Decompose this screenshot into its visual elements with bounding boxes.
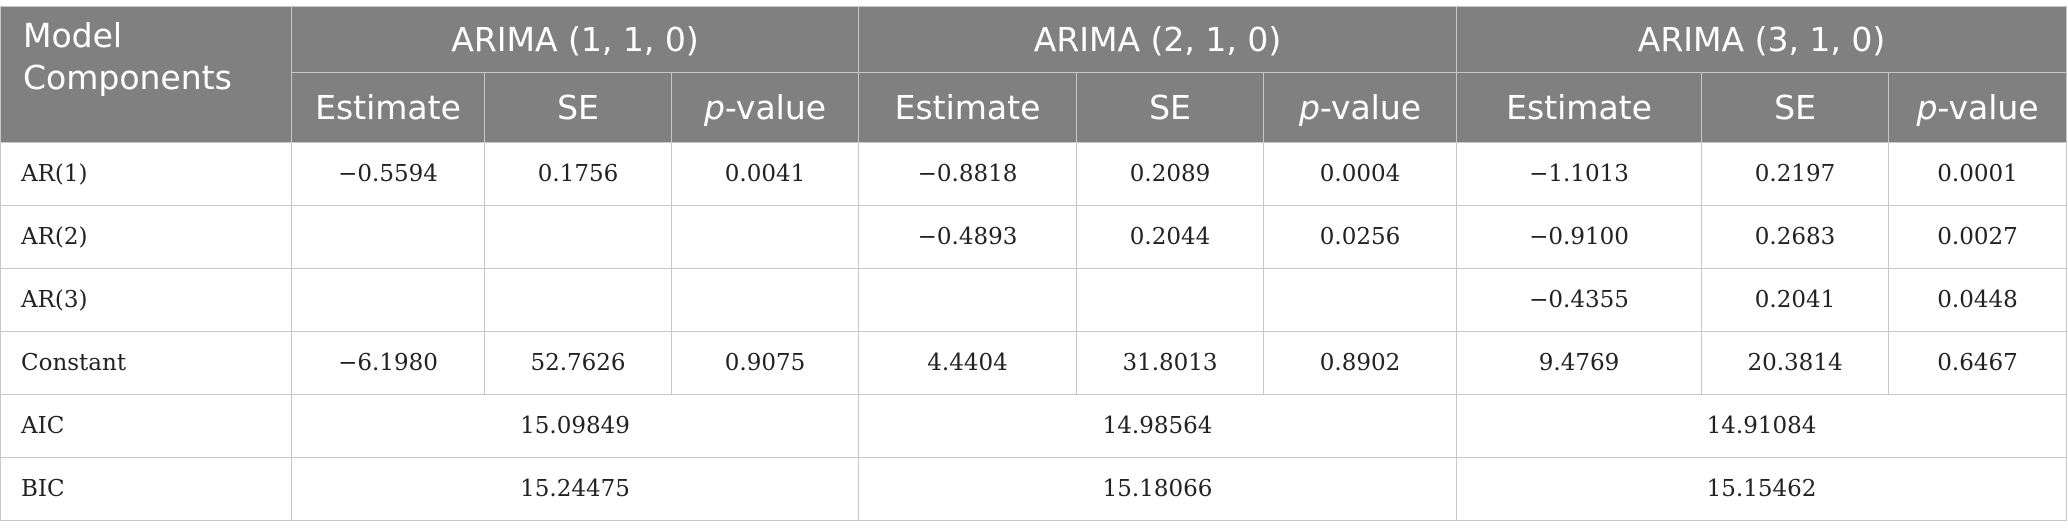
model-components-header: Model Components bbox=[0, 6, 292, 143]
table-cell: 0.1756 bbox=[484, 142, 672, 206]
aic-value-arima-110: 15.09849 bbox=[290, 394, 860, 458]
table-cell bbox=[670, 205, 860, 269]
table-cell bbox=[291, 268, 485, 332]
table-cell: 0.0004 bbox=[1263, 142, 1458, 206]
p-value-header: p-value bbox=[1263, 72, 1458, 143]
table-cell: 0.0256 bbox=[1263, 205, 1458, 269]
table-row-constant: Constant −6.1980 52.7626 0.9075 4.4404 3… bbox=[0, 331, 2068, 395]
table-cell bbox=[291, 205, 485, 269]
arima-310-header: ARIMA (3, 1, 0) bbox=[1456, 6, 2068, 73]
table-cell: 0.8902 bbox=[1263, 331, 1458, 395]
bic-value-arima-110: 15.24475 bbox=[290, 457, 860, 521]
table-row-ar3: AR(3) −0.4355 0.2041 0.0448 bbox=[0, 268, 2068, 332]
table-cell: 0.0041 bbox=[670, 142, 860, 206]
p-value-italic-p: p bbox=[1298, 88, 1320, 127]
table-cell: 4.4404 bbox=[858, 331, 1078, 395]
row-label: BIC bbox=[0, 457, 292, 521]
table-cell: 52.7626 bbox=[484, 331, 672, 395]
p-value-suffix: -value bbox=[1319, 88, 1422, 127]
bic-value-arima-210: 15.18066 bbox=[858, 457, 1458, 521]
table-cell: 0.9075 bbox=[670, 331, 860, 395]
table-cell bbox=[1263, 268, 1458, 332]
estimate-header: Estimate bbox=[858, 72, 1078, 143]
table-cell bbox=[858, 268, 1078, 332]
header-row-subcolumns: Estimate SE p-value Estimate SE p-value … bbox=[1, 72, 2068, 143]
row-label: Constant bbox=[0, 331, 292, 395]
estimate-header: Estimate bbox=[291, 72, 485, 143]
table-cell bbox=[1076, 268, 1265, 332]
table-cell: −0.4355 bbox=[1456, 268, 1703, 332]
table-cell: 9.4769 bbox=[1456, 331, 1703, 395]
table-cell bbox=[670, 268, 860, 332]
table-cell: −0.4893 bbox=[858, 205, 1078, 269]
p-value-italic-p: p bbox=[1916, 88, 1938, 127]
table-cell: 0.0001 bbox=[1888, 142, 2068, 206]
table-cell: 20.3814 bbox=[1701, 331, 1890, 395]
table-cell: −0.5594 bbox=[291, 142, 485, 206]
table-row-ar1: AR(1) −0.5594 0.1756 0.0041 −0.8818 0.20… bbox=[0, 142, 2068, 206]
aic-value-arima-310: 14.91084 bbox=[1456, 394, 2068, 458]
p-value-italic-p: p bbox=[703, 88, 725, 127]
estimate-header: Estimate bbox=[1456, 72, 1703, 143]
table-cell: 31.8013 bbox=[1076, 331, 1265, 395]
table-cell: 0.2089 bbox=[1076, 142, 1265, 206]
arima-results-table: Model Components ARIMA (1, 1, 0) ARIMA (… bbox=[0, 6, 2068, 521]
table-cell: −1.1013 bbox=[1456, 142, 1703, 206]
table-cell: 0.2683 bbox=[1701, 205, 1890, 269]
table-row-aic: AIC 15.09849 14.98564 14.91084 bbox=[0, 394, 2068, 458]
se-header: SE bbox=[1076, 72, 1265, 143]
table-cell: 0.0448 bbox=[1888, 268, 2068, 332]
table-cell: 0.6467 bbox=[1888, 331, 2068, 395]
table-cell: −0.8818 bbox=[858, 142, 1078, 206]
table-cell bbox=[484, 268, 672, 332]
table-cell: 0.0027 bbox=[1888, 205, 2068, 269]
p-value-header: p-value bbox=[1888, 72, 2068, 143]
table-row-ar2: AR(2) −0.4893 0.2044 0.0256 −0.9100 0.26… bbox=[0, 205, 2068, 269]
arima-210-header: ARIMA (2, 1, 0) bbox=[858, 6, 1458, 73]
arima-110-header: ARIMA (1, 1, 0) bbox=[290, 6, 860, 73]
p-value-header: p-value bbox=[670, 72, 860, 143]
bic-value-arima-310: 15.15462 bbox=[1456, 457, 2068, 521]
table-cell: −0.9100 bbox=[1456, 205, 1703, 269]
table-cell: 0.2197 bbox=[1701, 142, 1890, 206]
table-cell: 0.2041 bbox=[1701, 268, 1890, 332]
row-label: AR(3) bbox=[0, 268, 292, 332]
p-value-suffix: -value bbox=[724, 88, 827, 127]
table-cell: −6.1980 bbox=[291, 331, 485, 395]
aic-value-arima-210: 14.98564 bbox=[858, 394, 1458, 458]
table-cell bbox=[484, 205, 672, 269]
row-label: AR(1) bbox=[0, 142, 292, 206]
p-value-suffix: -value bbox=[1937, 88, 2039, 127]
row-label: AIC bbox=[0, 394, 292, 458]
row-label: AR(2) bbox=[0, 205, 292, 269]
se-header: SE bbox=[1701, 72, 1890, 143]
table-row-bic: BIC 15.24475 15.18066 15.15462 bbox=[0, 457, 2068, 521]
se-header: SE bbox=[484, 72, 672, 143]
table-cell: 0.2044 bbox=[1076, 205, 1265, 269]
header-row-groups: Model Components ARIMA (1, 1, 0) ARIMA (… bbox=[0, 6, 2068, 143]
